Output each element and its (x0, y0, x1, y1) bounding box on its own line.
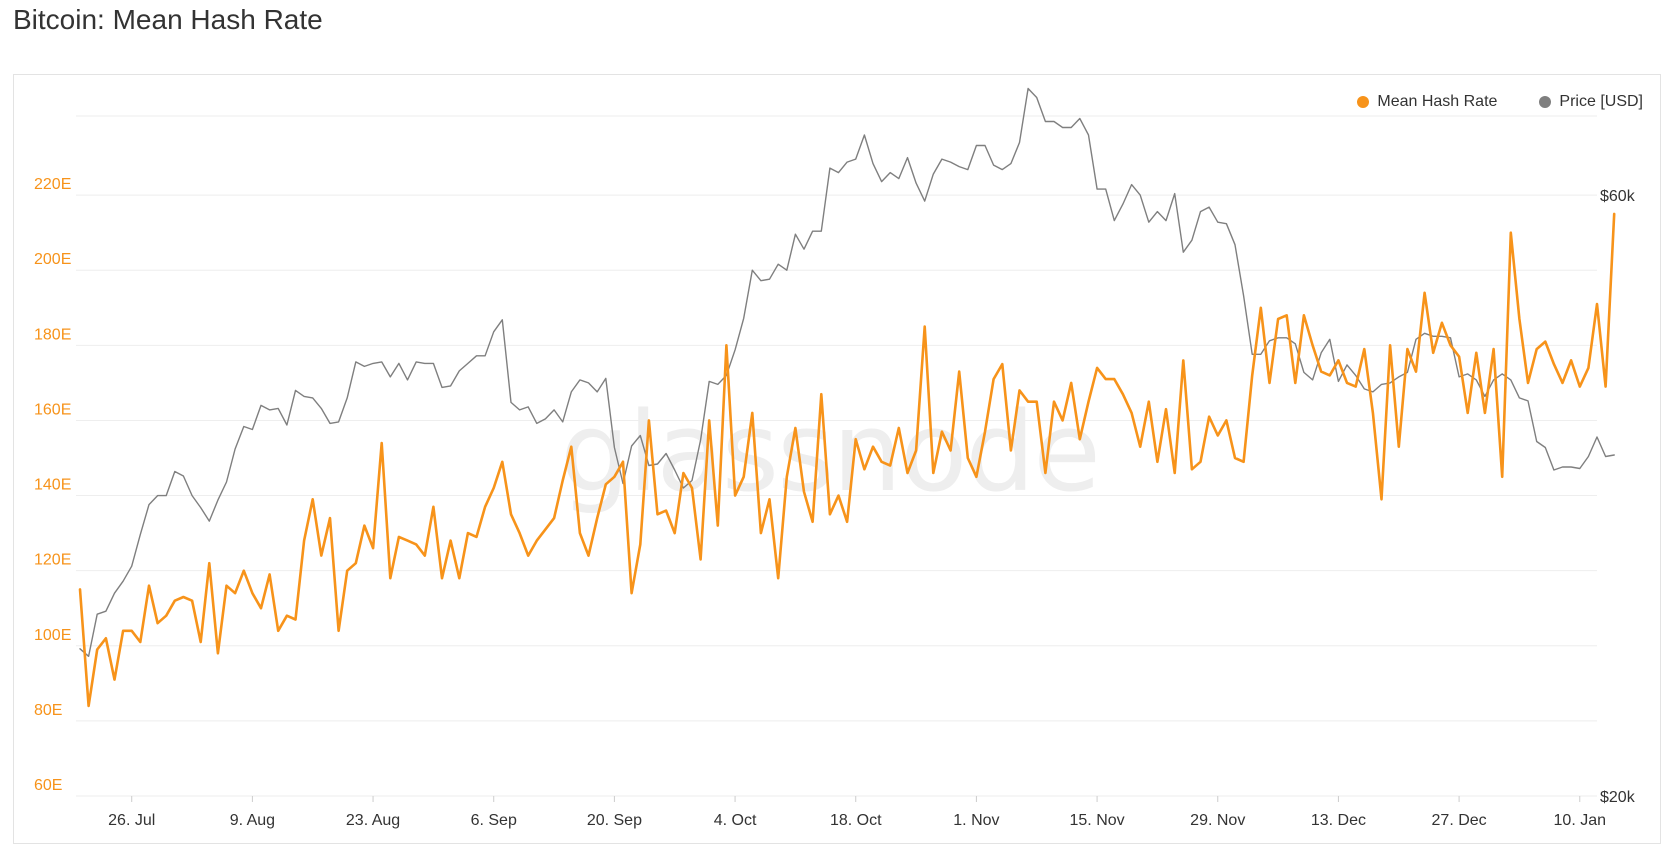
legend-item-hash-rate[interactable]: Mean Hash Rate (1357, 93, 1497, 111)
y-left-tick-label: 80E (34, 702, 62, 719)
y-left-tick-label: 60E (34, 777, 62, 794)
y-left-tick-label: 140E (34, 477, 71, 494)
legend-label-hash-rate: Mean Hash Rate (1377, 93, 1498, 110)
legend-label-price: Price [USD] (1559, 93, 1643, 110)
x-tick-label: 20. Sep (587, 812, 642, 829)
legend-item-price[interactable]: Price [USD] (1539, 93, 1643, 111)
legend: Mean Hash Rate Price [USD] (1357, 93, 1643, 111)
x-tick-label: 4. Oct (714, 812, 757, 829)
y-left-tick-label: 160E (34, 401, 71, 418)
x-tick-label: 29. Nov (1190, 812, 1245, 829)
y-left-tick-label: 120E (34, 552, 71, 569)
y-left-tick-label: 200E (34, 251, 71, 268)
y-axis-left: 60E 80E 100E 120E 140E 160E 180E 200E 220E (34, 176, 71, 794)
grid-lines (76, 115, 1597, 797)
y-left-tick-label: 220E (34, 176, 71, 193)
y-axis-right: $20k $60k (1600, 188, 1636, 806)
x-tick-label: 18. Oct (830, 812, 882, 829)
x-tick-label: 6. Sep (471, 812, 517, 829)
y-right-tick-label: $20k (1600, 789, 1636, 806)
x-tick-label: 1. Nov (953, 812, 999, 829)
x-tick-label: 15. Nov (1070, 812, 1125, 829)
series-lines (78, 87, 1616, 708)
legend-dot-hash-rate (1357, 96, 1370, 108)
x-tick-label: 23. Aug (346, 812, 400, 829)
x-tick-label: 26. Jul (108, 812, 155, 829)
x-tick-label: 10. Jan (1554, 812, 1606, 829)
series-line-mean-hash-rate (78, 212, 1616, 708)
x-axis: 26. Jul 9. Aug 23. Aug 6. Sep 20. Sep 4. Oct 1… (108, 796, 1606, 829)
legend-dot-price (1539, 96, 1552, 108)
y-right-tick-label: $60k (1600, 188, 1636, 205)
watermark-logo: glassnode (560, 388, 1101, 516)
x-tick-label: 9. Aug (230, 812, 275, 829)
y-left-tick-label: 180E (34, 326, 71, 343)
x-tick-label: 27. Dec (1432, 812, 1487, 829)
x-tick-label: 13. Dec (1311, 812, 1366, 829)
chart-frame (13, 74, 1661, 844)
page-title: Bitcoin: Mean Hash Rate (13, 4, 323, 35)
y-left-tick-label: 100E (34, 627, 71, 644)
